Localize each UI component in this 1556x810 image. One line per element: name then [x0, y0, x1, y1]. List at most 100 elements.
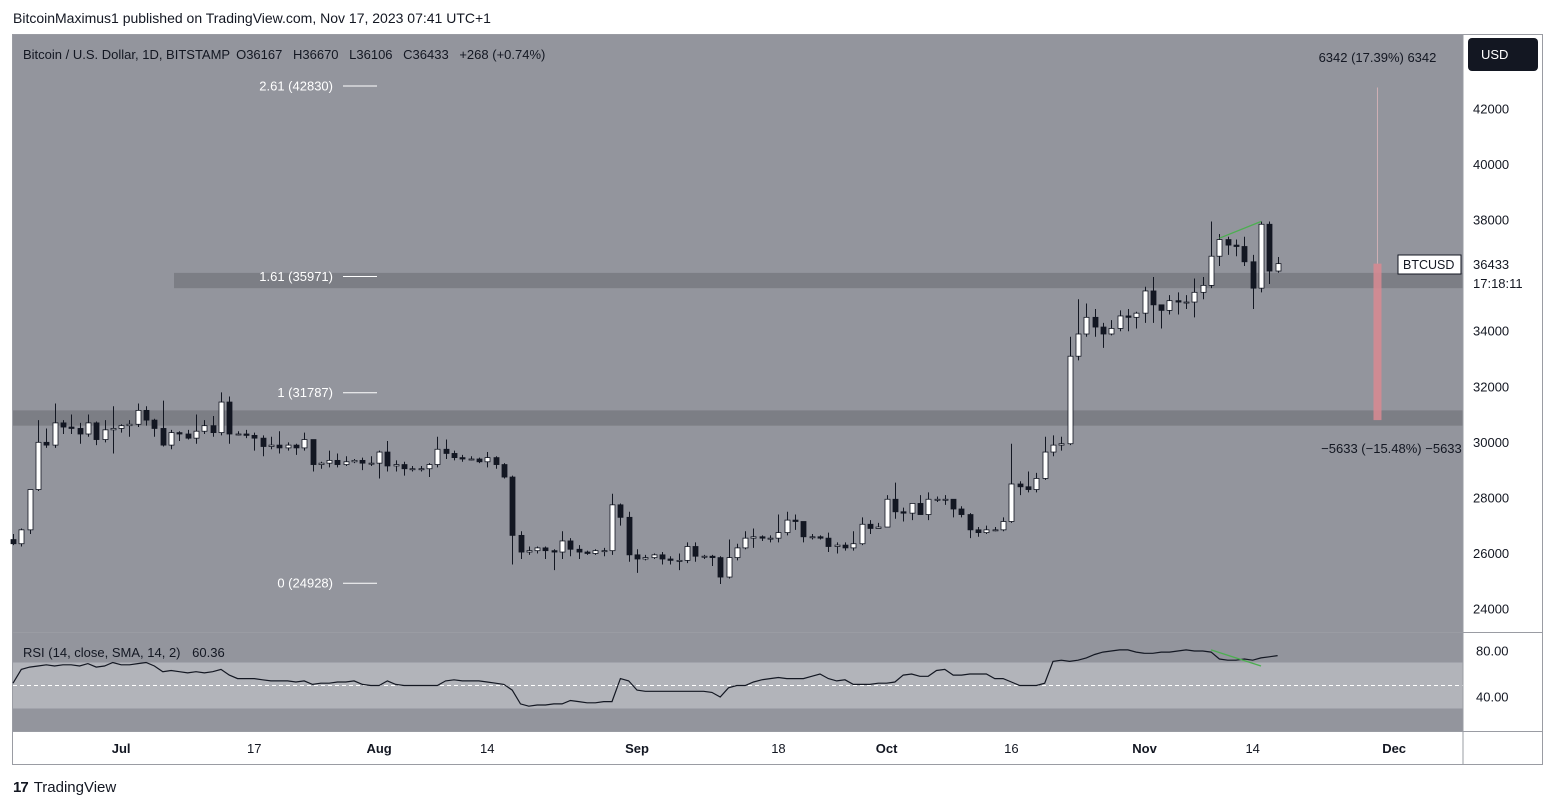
candle-down[interactable] [93, 421, 100, 446]
candle-up[interactable] [1142, 286, 1149, 323]
candle-up[interactable] [52, 403, 59, 448]
candle-down[interactable] [967, 513, 974, 539]
candle-up[interactable] [1183, 295, 1190, 309]
candle-down[interactable] [817, 535, 824, 540]
candle-up[interactable] [934, 496, 941, 503]
candle-down[interactable] [567, 538, 574, 557]
candle-down[interactable] [1092, 309, 1099, 337]
candle-down[interactable] [542, 546, 549, 560]
tradingview-logo[interactable]: 17 TradingView [13, 779, 116, 796]
candle-down[interactable] [276, 431, 283, 454]
candle-down[interactable] [1175, 292, 1182, 315]
candle-down[interactable] [10, 534, 17, 546]
candle-down[interactable] [1241, 236, 1248, 266]
candle-down[interactable] [68, 414, 75, 434]
candle-down[interactable] [1158, 304, 1165, 329]
candle-up[interactable] [526, 546, 533, 555]
candle-up[interactable] [601, 547, 608, 557]
candle-up[interactable] [376, 450, 383, 479]
candle-up[interactable] [701, 554, 708, 559]
candle-down[interactable] [443, 439, 450, 459]
candle-down[interactable] [626, 511, 633, 562]
candle-up[interactable] [909, 503, 916, 521]
candle-up[interactable] [102, 420, 109, 443]
candle-down[interactable] [260, 435, 267, 457]
candle-down[interactable] [43, 428, 50, 448]
candle-up[interactable] [268, 436, 275, 450]
candle-up[interactable] [1117, 310, 1124, 332]
candle-down[interactable] [60, 420, 67, 434]
candle-down[interactable] [717, 556, 724, 584]
candle-down[interactable] [950, 498, 957, 518]
candle-down[interactable] [476, 457, 483, 464]
candle-down[interactable] [160, 400, 167, 447]
candle-up[interactable] [742, 531, 749, 550]
candle-up[interactable] [775, 514, 782, 543]
candle-up[interactable] [1208, 221, 1215, 289]
candle-up[interactable] [235, 431, 242, 436]
candle-up[interactable] [734, 543, 741, 561]
candle-up[interactable] [1033, 472, 1040, 493]
candle-down[interactable] [692, 542, 699, 562]
candle-down[interactable] [359, 457, 366, 471]
candle-up[interactable] [942, 495, 949, 505]
candle-up[interactable] [850, 531, 857, 551]
candle-up[interactable] [1067, 336, 1074, 446]
candle-up[interactable] [426, 463, 433, 478]
candle-up[interactable] [992, 527, 999, 532]
candle-up[interactable] [726, 539, 733, 579]
candle-down[interactable] [401, 461, 408, 476]
candle-down[interactable] [1233, 239, 1240, 257]
candle-down[interactable] [1266, 221, 1273, 285]
candle-down[interactable] [867, 520, 874, 534]
candle-up[interactable] [559, 531, 566, 559]
candle-down[interactable] [185, 429, 192, 440]
candle-up[interactable] [326, 450, 333, 468]
candle-up[interactable] [351, 459, 358, 464]
candle-down[interactable] [226, 396, 233, 444]
candle-down[interactable] [176, 431, 183, 441]
candle-up[interactable] [393, 460, 400, 472]
candle-down[interactable] [210, 415, 217, 437]
candle-up[interactable] [784, 511, 791, 536]
candle-up[interactable] [434, 436, 441, 468]
candle-up[interactable] [218, 392, 225, 436]
candle-down[interactable] [975, 527, 982, 537]
candle-up[interactable] [1058, 436, 1065, 451]
candle-up[interactable] [651, 553, 658, 559]
candle-up[interactable] [1275, 257, 1282, 273]
candle-up[interactable] [859, 517, 866, 546]
candle-down[interactable] [667, 556, 674, 565]
candle-down[interactable] [1025, 471, 1032, 493]
candle-down[interactable] [584, 550, 591, 555]
candle-up[interactable] [1200, 277, 1207, 300]
candle-up[interactable] [301, 432, 308, 451]
candle-up[interactable] [126, 420, 133, 437]
candle-up[interactable] [1042, 436, 1049, 480]
candle-up[interactable] [110, 406, 117, 454]
candle-up[interactable] [1133, 311, 1140, 329]
candle-up[interactable] [85, 414, 92, 437]
candle-up[interactable] [875, 522, 882, 529]
candle-up[interactable] [609, 493, 616, 555]
candle-up[interactable] [409, 465, 416, 472]
candle-down[interactable] [917, 495, 924, 515]
candle-up[interactable] [1000, 517, 1007, 532]
candle-up[interactable] [35, 420, 42, 491]
candle-down[interactable] [551, 549, 558, 571]
candle-down[interactable] [1017, 481, 1024, 496]
candle-up[interactable] [285, 442, 292, 451]
candle-up[interactable] [418, 465, 425, 472]
candle-up[interactable] [468, 456, 475, 461]
candle-up[interactable] [368, 456, 375, 466]
candle-up[interactable] [925, 492, 932, 521]
candle-down[interactable] [493, 456, 500, 469]
candle-up[interactable] [750, 528, 757, 548]
candle-down[interactable] [759, 535, 766, 541]
candle-down[interactable] [509, 475, 516, 565]
currency-button[interactable]: USD [1468, 38, 1538, 71]
candle-down[interactable] [1100, 322, 1107, 348]
candle-down[interactable] [825, 532, 832, 553]
candle-down[interactable] [334, 453, 341, 468]
